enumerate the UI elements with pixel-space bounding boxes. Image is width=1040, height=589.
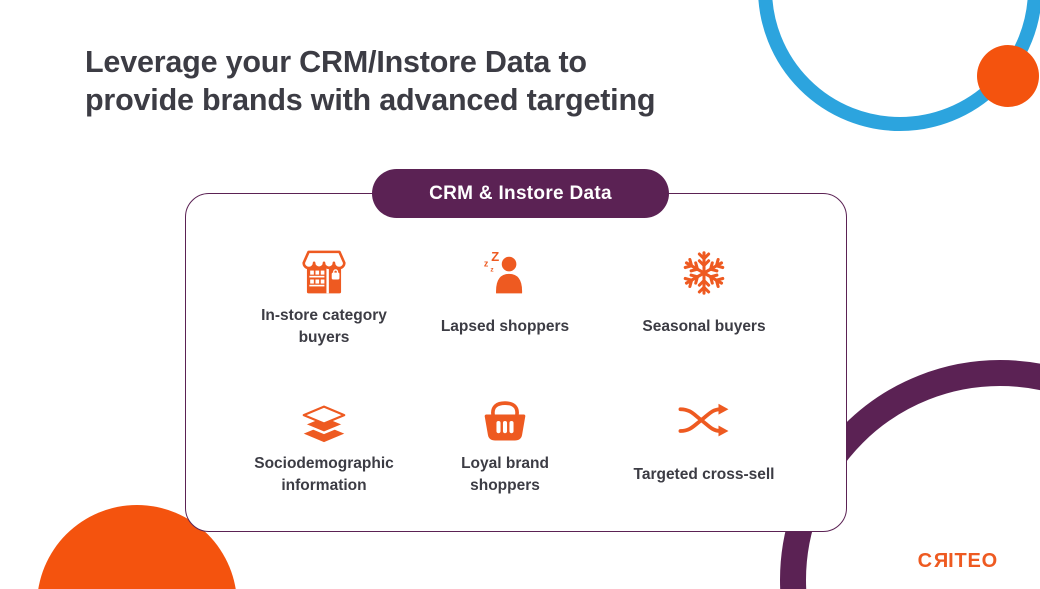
svg-text:Z: Z <box>491 249 499 264</box>
audience-item: Seasonal buyers <box>594 246 814 349</box>
audience-item: In-store category buyers <box>214 246 434 349</box>
svg-text:z: z <box>490 266 494 273</box>
snowflake-icon <box>677 246 731 300</box>
page-title-line2: provide brands with advanced targeting <box>85 82 656 117</box>
audience-item-label: Seasonal buyers <box>642 318 766 336</box>
audience-item: Sociodemographic information <box>214 394 434 497</box>
criteo-logo: CRITEO <box>918 550 998 573</box>
audience-item: Loyal brand shoppers <box>395 394 615 497</box>
audience-item-label: Lapsed shoppers <box>440 318 570 336</box>
logo-char-reversed-r: R <box>932 550 949 572</box>
basket-icon <box>479 394 531 448</box>
audience-item-label: Sociodemographic information <box>254 455 394 494</box>
logo-char-c: C <box>917 550 933 572</box>
sleeping-shopper-icon: Z z z <box>479 246 531 300</box>
audience-item-label: In-store category buyers <box>261 307 387 346</box>
audience-item-label: Loyal brand shoppers <box>461 455 549 494</box>
page-title: Leverage your CRM/Instore Data to provid… <box>85 44 656 119</box>
logo-chars-iteo: ITEO <box>948 550 998 572</box>
audience-item-label: Targeted cross-sell <box>633 466 775 484</box>
store-icon <box>298 246 350 300</box>
audience-item: Targeted cross-sell <box>594 394 814 497</box>
card-header-label: CRM & Instore Data <box>429 182 612 204</box>
orange-dot-decoration <box>977 45 1039 107</box>
svg-text:z: z <box>484 259 489 269</box>
crm-instore-card: In-store category buyers Z z z Lapsed sh… <box>185 193 847 532</box>
audience-item: Z z z Lapsed shoppers <box>395 246 615 349</box>
layers-icon <box>297 394 351 448</box>
crossing-arrows-icon <box>675 394 733 448</box>
card-header-pill: CRM & Instore Data <box>372 169 669 218</box>
page-title-line1: Leverage your CRM/Instore Data to <box>85 45 587 79</box>
